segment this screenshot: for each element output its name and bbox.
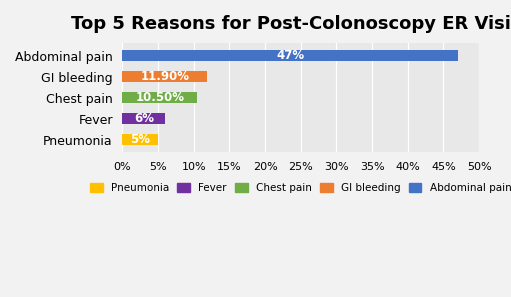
Text: 6%: 6% <box>134 112 154 125</box>
Title: Top 5 Reasons for Post-Colonoscopy ER Visits: Top 5 Reasons for Post-Colonoscopy ER Vi… <box>71 15 511 33</box>
Text: 47%: 47% <box>276 49 304 62</box>
Text: 5%: 5% <box>130 133 150 146</box>
Bar <box>123 134 158 145</box>
Bar <box>123 92 197 103</box>
Text: 10.50%: 10.50% <box>135 91 184 104</box>
Bar <box>123 113 165 124</box>
Bar <box>123 50 458 61</box>
Text: 11.90%: 11.90% <box>141 70 190 83</box>
Bar <box>123 71 207 82</box>
Legend: Pneumonia, Fever, Chest pain, GI bleeding, Abdominal pain: Pneumonia, Fever, Chest pain, GI bleedin… <box>86 179 511 198</box>
